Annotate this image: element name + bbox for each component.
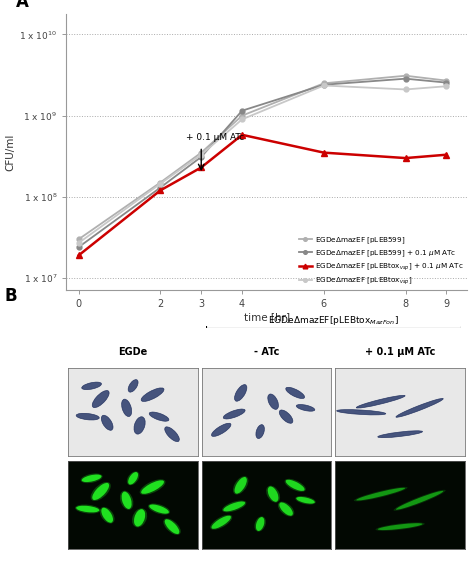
Ellipse shape [75, 505, 100, 514]
Ellipse shape [378, 523, 422, 530]
Ellipse shape [101, 415, 113, 431]
Ellipse shape [210, 515, 232, 530]
Ellipse shape [268, 394, 278, 410]
Ellipse shape [165, 427, 179, 442]
Ellipse shape [141, 480, 164, 494]
Ellipse shape [295, 496, 316, 505]
Ellipse shape [354, 487, 408, 501]
Text: - ATc: - ATc [254, 347, 279, 357]
Ellipse shape [278, 502, 294, 516]
Ellipse shape [140, 479, 165, 495]
Ellipse shape [211, 423, 231, 436]
Text: B: B [5, 287, 18, 305]
Ellipse shape [148, 503, 170, 515]
Ellipse shape [356, 488, 405, 501]
Ellipse shape [284, 479, 306, 492]
Ellipse shape [141, 388, 164, 402]
Ellipse shape [375, 523, 425, 531]
Legend: EGDe$\Delta$mazEF [pLEB599], EGDe$\Delta$mazEF [pLEB599] + 0.1 $\mu$M ATc, EGDe$: EGDe$\Delta$mazEF [pLEB599], EGDe$\Delta… [299, 235, 463, 286]
Ellipse shape [92, 390, 109, 407]
Ellipse shape [92, 483, 109, 500]
Ellipse shape [127, 471, 139, 485]
Ellipse shape [128, 472, 138, 485]
Ellipse shape [279, 410, 293, 423]
Ellipse shape [268, 486, 278, 502]
Ellipse shape [132, 508, 147, 527]
Ellipse shape [255, 516, 266, 532]
Ellipse shape [396, 398, 443, 418]
Ellipse shape [134, 417, 145, 434]
Ellipse shape [76, 506, 99, 512]
Ellipse shape [235, 385, 247, 401]
Text: + 0.1 μM ATc: + 0.1 μM ATc [365, 347, 435, 357]
Ellipse shape [81, 473, 102, 483]
Ellipse shape [134, 509, 145, 527]
Ellipse shape [120, 491, 133, 510]
Ellipse shape [164, 519, 181, 535]
X-axis label: time [hr]: time [hr] [244, 312, 290, 322]
Ellipse shape [223, 502, 245, 511]
Ellipse shape [149, 412, 169, 421]
Ellipse shape [356, 396, 405, 408]
Y-axis label: CFU/ml: CFU/ml [5, 133, 15, 171]
Ellipse shape [337, 410, 386, 415]
Ellipse shape [233, 476, 248, 494]
Ellipse shape [122, 399, 132, 416]
Ellipse shape [82, 382, 101, 390]
Ellipse shape [266, 486, 280, 503]
Text: EGDe: EGDe [118, 347, 148, 357]
Ellipse shape [128, 380, 138, 392]
Ellipse shape [235, 477, 247, 494]
Ellipse shape [100, 507, 115, 524]
Ellipse shape [256, 517, 264, 531]
Ellipse shape [396, 491, 443, 510]
Ellipse shape [222, 501, 246, 512]
Ellipse shape [223, 409, 245, 419]
Ellipse shape [296, 497, 315, 503]
Text: A: A [16, 0, 29, 11]
Ellipse shape [91, 482, 111, 501]
Ellipse shape [296, 405, 315, 411]
Ellipse shape [82, 475, 101, 482]
Ellipse shape [279, 502, 293, 516]
Text: + 0.1 μM ATc: + 0.1 μM ATc [186, 133, 244, 142]
Ellipse shape [211, 516, 231, 529]
Ellipse shape [165, 519, 179, 534]
Ellipse shape [256, 425, 264, 438]
Ellipse shape [286, 480, 305, 491]
Ellipse shape [378, 431, 422, 438]
Ellipse shape [286, 387, 305, 398]
Ellipse shape [149, 505, 169, 514]
Ellipse shape [76, 414, 99, 420]
Ellipse shape [393, 490, 446, 511]
Ellipse shape [122, 492, 132, 509]
Ellipse shape [101, 508, 113, 523]
Text: EGDe$\Delta$mazEF[pLEBtox$_{\mathit{MazFon}}$]: EGDe$\Delta$mazEF[pLEBtox$_{\mathit{MazF… [268, 314, 399, 327]
